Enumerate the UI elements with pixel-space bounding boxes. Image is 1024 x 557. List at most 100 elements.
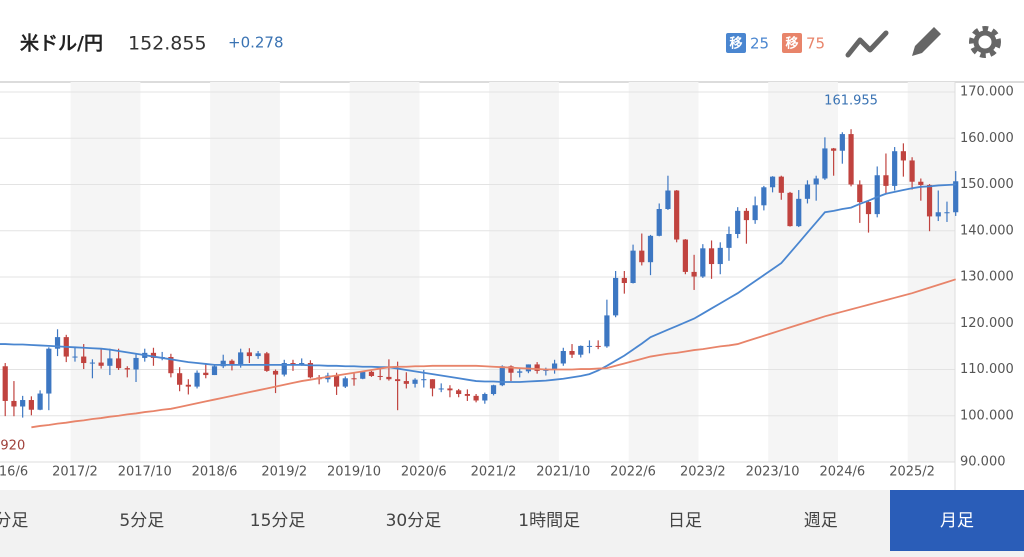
candle-body (412, 379, 418, 384)
candle-body (46, 348, 52, 394)
candle-body (37, 393, 43, 410)
candle-body (857, 184, 863, 203)
candle-body (438, 388, 444, 390)
low-label: 99.920 (0, 439, 25, 454)
candle-body (11, 400, 17, 407)
y-tick-label: 140.000 (960, 223, 1014, 238)
tab[interactable]: 15分足 (250, 511, 306, 531)
candle-body (639, 250, 645, 263)
candle-body (72, 356, 78, 358)
x-tick-label: 2017/2 (52, 465, 98, 480)
candle-body (796, 198, 802, 227)
candle-body (674, 190, 680, 240)
candle-body (752, 205, 758, 221)
candle-body (168, 357, 174, 374)
y-tick-label: 130.000 (960, 270, 1014, 285)
candle-body (255, 353, 261, 357)
tab[interactable]: 30分足 (386, 511, 442, 531)
candle-body (333, 375, 340, 387)
candle-body (115, 358, 122, 369)
line-chart-icon[interactable] (845, 30, 889, 58)
tab-bar (0, 490, 1024, 557)
candle-body (883, 175, 889, 186)
band (210, 82, 280, 462)
candle-body (429, 379, 436, 389)
candle-body (534, 364, 540, 371)
pencil-icon[interactable] (912, 27, 941, 56)
candle-body (272, 370, 279, 375)
candle-body (769, 176, 776, 188)
x-tick-label: 2025/2 (889, 465, 935, 480)
candle-body (185, 384, 191, 387)
tab[interactable]: 1時間足 (518, 511, 580, 531)
y-tick-label: 170.000 (960, 85, 1014, 100)
candle-body (761, 187, 767, 206)
tab-label: 1分足 (0, 511, 28, 531)
candle-body (150, 352, 157, 358)
icon (969, 26, 1001, 58)
tab-label: 5分足 (119, 511, 164, 531)
candle-body (813, 178, 819, 185)
candle-body (578, 345, 584, 355)
candle-body (508, 366, 514, 373)
high-label: 161.955 (824, 94, 878, 109)
tab-label: 月足 (940, 511, 974, 531)
candle-body (395, 379, 401, 382)
candle-body (482, 394, 488, 401)
candle-body (386, 376, 392, 380)
candle-body (421, 379, 427, 381)
candle-body (2, 366, 8, 401)
moving-average (0, 183, 956, 383)
y-tick-label: 160.000 (960, 131, 1014, 146)
price: 152.855 (128, 33, 207, 55)
icon (973, 30, 997, 54)
candle-body (586, 345, 593, 347)
ma-period: 25 (750, 35, 769, 53)
tab[interactable]: 1分足 (0, 511, 28, 531)
candle-body (822, 148, 828, 179)
y-tick-label: 110.000 (960, 362, 1014, 377)
candle-body (20, 400, 26, 407)
candle-body (54, 337, 61, 349)
plot: 90.000 100.000 110.000 120.000 130.000 140.00… (0, 82, 1014, 490)
candle-body (691, 271, 697, 277)
x-tick-label: 2023/2 (680, 465, 726, 480)
settings-icon[interactable] (969, 26, 1001, 58)
x-tick-label: 2017/10 (118, 465, 172, 480)
icon (912, 27, 941, 56)
x-tick-label: 2019/10 (327, 465, 381, 480)
tab[interactable]: 週足 (804, 511, 838, 531)
x-tick-label: 2021/10 (536, 465, 590, 480)
candle-body (211, 366, 218, 376)
x-tick-label: 2022/6 (610, 465, 656, 480)
y-tick-label: 120.000 (960, 316, 1014, 331)
candle-body (342, 378, 348, 387)
candle-body (595, 345, 601, 347)
candle-body (560, 351, 566, 364)
candle-body (517, 371, 523, 373)
candle-body (569, 351, 575, 355)
tab-label: 30分足 (386, 511, 442, 531)
candle-body (900, 151, 906, 161)
ma-legend: 移 25 移 75 (726, 33, 825, 53)
candle-body (124, 368, 130, 370)
candle-body (490, 385, 497, 395)
tab[interactable]: 5分足 (119, 511, 164, 531)
candle-body (935, 212, 941, 217)
candle-body (926, 184, 933, 217)
candle-body (473, 395, 479, 401)
candle-body (360, 371, 366, 379)
candle-body (194, 372, 200, 387)
icon (845, 30, 889, 58)
candle-body (892, 151, 898, 186)
candle-body (787, 192, 793, 227)
tab[interactable]: 月足 (890, 490, 1024, 551)
candle-body (865, 202, 872, 215)
x-tick-label: 2023/10 (746, 465, 800, 480)
ma-badge-text: 移 (729, 36, 742, 52)
band (70, 82, 141, 462)
tab[interactable]: 日足 (668, 511, 702, 531)
candle-body (351, 378, 357, 380)
x-tick-label: 2016/6 (0, 465, 28, 480)
